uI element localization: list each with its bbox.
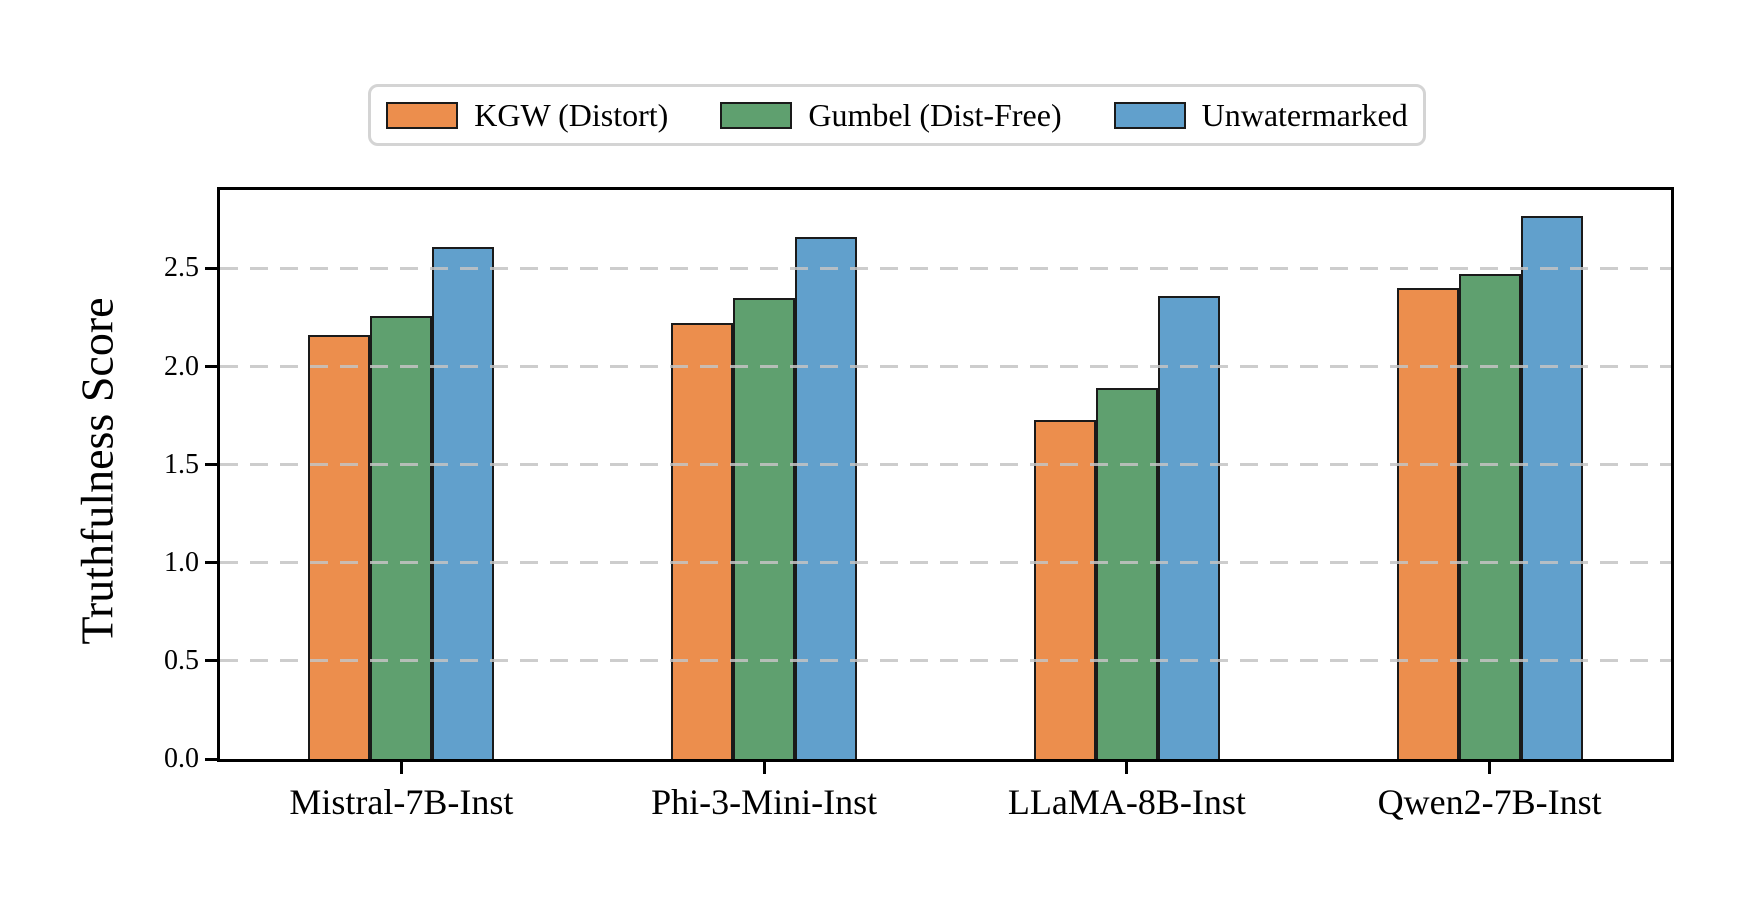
y-tick-mark [205, 266, 217, 270]
plot-area [217, 187, 1674, 762]
y-tick-label-2.0: 2.0 [164, 350, 199, 382]
legend-item-kgw-distort: KGW (Distort) [386, 99, 668, 131]
y-tick-mark [205, 757, 217, 761]
legend: KGW (Distort) Gumbel (Dist-Free) Unwaterma… [368, 84, 1426, 146]
bars-row [220, 190, 1671, 759]
bar-qwen2-7b-inst-gumbel-dist-free [1458, 274, 1521, 759]
y-tick-mark [205, 463, 217, 467]
bar-mistral-7b-inst-unwatermarked [432, 246, 495, 759]
bar-phi-3-mini-inst-kgw-distort [671, 323, 734, 759]
x-tick-mark [399, 762, 403, 774]
bar-group-qwen2-7b-inst [1308, 190, 1671, 759]
y-tick-mark [205, 561, 217, 565]
x-tick-label-phi-3-mini-inst: Phi-3-Mini-Inst [651, 782, 878, 822]
bar-group-mistral-7b-inst [220, 190, 583, 759]
bar-mistral-7b-inst-kgw-distort [308, 335, 371, 759]
bar-qwen2-7b-inst-unwatermarked [1520, 215, 1583, 759]
legend-label: Unwatermarked [1201, 97, 1408, 133]
x-tick-label-llama-8b-inst: LLaMA-8B-Inst [1007, 782, 1246, 822]
x-tick-mark [1488, 762, 1492, 774]
legend-swatch-icon [1113, 101, 1186, 129]
bar-phi-3-mini-inst-unwatermarked [795, 237, 858, 759]
legend-label: KGW (Distort) [474, 97, 669, 133]
y-tick-mark [205, 659, 217, 663]
bar-llama-8b-inst-kgw-distort [1033, 419, 1096, 759]
legend-label: Gumbel (Dist-Free) [808, 97, 1062, 133]
y-tick-label-1.0: 1.0 [164, 546, 199, 578]
bar-qwen2-7b-inst-kgw-distort [1396, 288, 1459, 759]
bar-group-llama-8b-inst [946, 190, 1309, 759]
x-tick-label-mistral-7b-inst: Mistral-7B-Inst [289, 782, 514, 822]
legend-item-unwatermarked: Unwatermarked [1113, 97, 1408, 133]
y-tick-label-0.5: 0.5 [164, 644, 199, 676]
y-tick-label-2.5: 2.5 [164, 252, 199, 284]
legend-swatch-icon [720, 101, 793, 129]
y-tick-mark [205, 365, 217, 369]
y-tick-label-1.5: 1.5 [164, 448, 199, 480]
bar-mistral-7b-inst-gumbel-dist-free [370, 315, 433, 759]
bar-group-phi-3-mini-inst [583, 190, 946, 759]
y-tick-label-0.0: 0.0 [164, 743, 199, 774]
x-tick-mark [1125, 762, 1129, 774]
legend-swatch-icon [386, 101, 459, 129]
x-tick-label-qwen2-7b-inst: Qwen2-7B-Inst [1377, 782, 1602, 822]
bar-llama-8b-inst-gumbel-dist-free [1095, 388, 1158, 759]
x-tick-mark [762, 762, 766, 774]
bar-llama-8b-inst-unwatermarked [1157, 295, 1220, 759]
bar-phi-3-mini-inst-gumbel-dist-free [733, 297, 796, 759]
legend-item-gumbel-dist-free: Gumbel (Dist-Free) [720, 97, 1062, 133]
